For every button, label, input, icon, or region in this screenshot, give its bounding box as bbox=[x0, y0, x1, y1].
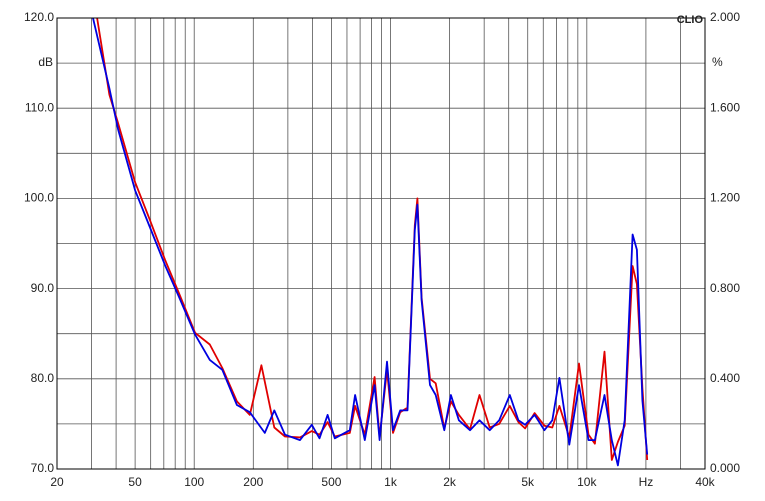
x-tick-label: Hz bbox=[639, 475, 654, 489]
x-tick-label: 1k bbox=[384, 475, 398, 489]
plot-frame bbox=[56, 17, 706, 470]
y-tick-label: 90.0 bbox=[31, 281, 55, 295]
y2-tick-label: 1.200 bbox=[710, 191, 740, 205]
x-tick-label: 50 bbox=[128, 475, 142, 489]
series-line bbox=[92, 18, 649, 467]
y-tick-label: 120.0 bbox=[24, 10, 54, 24]
brand: CLIO bbox=[677, 14, 704, 26]
y-tick-label: 100.0 bbox=[24, 191, 54, 205]
x-tick-label: 200 bbox=[243, 475, 263, 489]
y2-tick-label: 0.400 bbox=[710, 371, 740, 385]
y2-unit: % bbox=[712, 55, 723, 69]
x-tick-label: 20 bbox=[50, 475, 64, 489]
y2-tick-label: 0.800 bbox=[710, 281, 740, 295]
x-tick-label: 500 bbox=[321, 475, 341, 489]
y-tick-label: 110.0 bbox=[25, 100, 54, 114]
x-tick-label: 40k bbox=[695, 475, 715, 489]
x-tick-label: 100 bbox=[184, 475, 204, 489]
y-tick-label: 80.0 bbox=[31, 371, 55, 385]
y2-tick-label: 1.600 bbox=[710, 100, 740, 114]
x-tick-label: 10k bbox=[577, 475, 597, 489]
x-tick-label: 5k bbox=[521, 475, 535, 489]
y2-tick-label: 2.000 bbox=[710, 10, 740, 24]
y-unit: dB bbox=[38, 55, 53, 69]
y-tick-label: 70.0 bbox=[31, 461, 55, 475]
plot bbox=[92, 18, 649, 467]
x-tick-label: 2k bbox=[443, 475, 457, 489]
y2-tick-label: 0.000 bbox=[710, 461, 740, 475]
